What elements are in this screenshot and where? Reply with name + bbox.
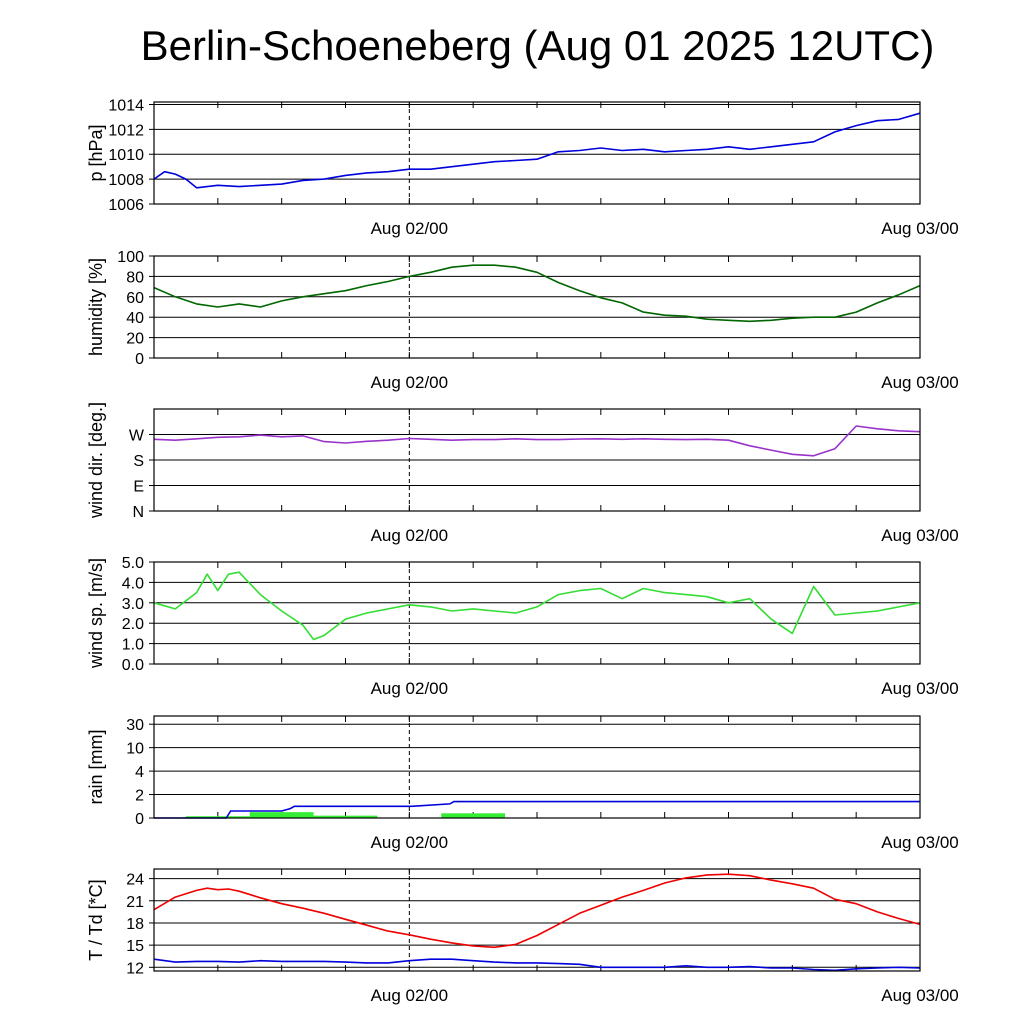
x-tick-label: Aug 02/00 <box>371 833 449 852</box>
x-tick-label: Aug 03/00 <box>881 219 959 238</box>
y-tick-label: 4.0 <box>122 575 144 592</box>
x-tick-label: Aug 03/00 <box>881 526 959 545</box>
y-axis-label: humidity [%] <box>86 258 106 356</box>
x-tick-label: Aug 02/00 <box>371 986 449 1005</box>
y-axis-label: wind sp. [m/s] <box>86 558 106 669</box>
y-tick-label: 20 <box>126 331 144 348</box>
y-tick-label: 1010 <box>108 147 144 164</box>
y-tick-label: 24 <box>126 872 144 889</box>
panel-6: 12 15 18 21 24 T / Td [*C] Aug 02/00 Aug 03/00 <box>86 868 959 1005</box>
y-tick-label: 18 <box>126 916 144 933</box>
y-tick-label: 1012 <box>108 122 144 139</box>
y-tick-label: 0.0 <box>122 657 144 674</box>
y-tick-label: 2 <box>135 788 144 805</box>
y-tick-label: 1008 <box>108 172 144 189</box>
plot-frame <box>153 868 921 972</box>
y-tick-label: 0 <box>135 811 144 828</box>
x-tick-label: Aug 02/00 <box>371 526 449 545</box>
y-tick-label: S <box>133 453 144 470</box>
x-tick-label: Aug 03/00 <box>881 679 959 698</box>
plot-frame <box>153 561 921 665</box>
y-tick-label: 10 <box>126 741 144 758</box>
y-tick-label: 4 <box>135 764 144 781</box>
x-tick-label: Aug 02/00 <box>371 679 449 698</box>
series-line-2 <box>153 958 921 972</box>
y-tick-label: 1006 <box>108 197 144 214</box>
y-axis-label: T / Td [*C] <box>86 879 106 960</box>
series-line-1 <box>153 112 921 189</box>
y-tick-label: 21 <box>126 894 144 911</box>
x-tick-label: Aug 03/00 <box>881 833 959 852</box>
y-tick-label: 12 <box>126 960 144 977</box>
y-tick-label: 3.0 <box>122 596 144 613</box>
y-tick-label: 2.0 <box>122 616 144 633</box>
panel-4: 0.0 1.0 2.0 3.0 4.0 5.0 wind sp. [m/s] Aug 02/0… <box>86 555 959 698</box>
y-tick-label: 1014 <box>108 97 144 114</box>
y-tick-label: E <box>133 479 144 496</box>
panel-5: 0 2 4 10 30 rain [mm] Aug 02/00 Aug 03/00 <box>86 715 959 852</box>
rain-bar <box>185 816 250 818</box>
series-line-1 <box>153 425 921 457</box>
y-tick-label: 80 <box>126 269 144 286</box>
plot-frame <box>153 255 921 359</box>
series-line-1 <box>153 873 921 949</box>
panel-2: 0 20 40 60 80 100 humidity [%] Aug 02/00 Aug 03/… <box>86 249 959 392</box>
series-line-1 <box>153 264 921 323</box>
y-tick-label: 40 <box>126 310 144 327</box>
rain-bar <box>441 813 506 818</box>
plot-frame <box>153 715 921 819</box>
y-tick-label: W <box>129 428 145 445</box>
plot-frame <box>153 101 921 205</box>
y-tick-label: 0 <box>135 351 144 368</box>
x-tick-label: Aug 02/00 <box>371 373 449 392</box>
x-tick-label: Aug 03/00 <box>881 986 959 1005</box>
rain-bar <box>249 812 314 818</box>
x-tick-label: Aug 02/00 <box>371 219 449 238</box>
y-axis-label: wind dir. [deg.] <box>86 402 106 519</box>
x-tick-label: Aug 03/00 <box>881 373 959 392</box>
y-tick-label: 100 <box>117 249 144 266</box>
y-tick-label: 15 <box>126 938 144 955</box>
y-tick-label: 30 <box>126 717 144 734</box>
y-tick-label: 1.0 <box>122 637 144 654</box>
y-tick-label: N <box>132 504 144 521</box>
chart-title: Berlin-Schoeneberg (Aug 01 2025 12UTC) <box>140 22 935 69</box>
plot-frame <box>153 408 921 512</box>
y-axis-label: p [hPa] <box>86 124 106 181</box>
y-tick-label: 5.0 <box>122 555 144 572</box>
y-tick-label: 60 <box>126 290 144 307</box>
y-axis-label: rain [mm] <box>86 729 106 804</box>
series-line-1 <box>153 571 921 641</box>
rain-bar <box>313 815 378 818</box>
